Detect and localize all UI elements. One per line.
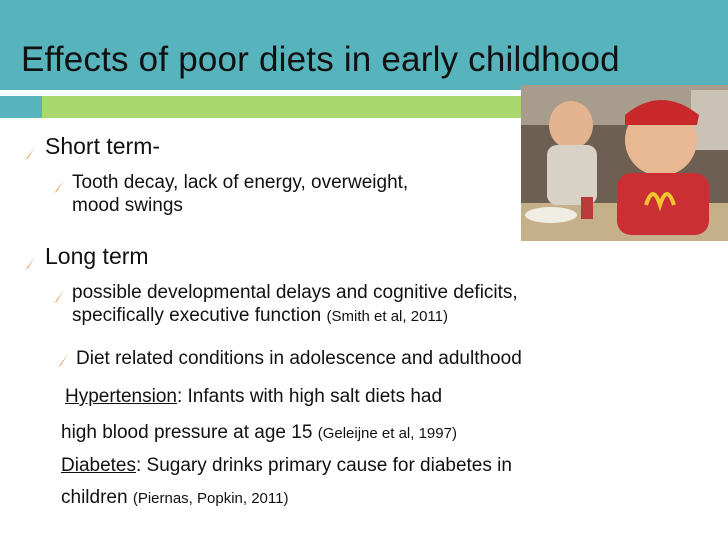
- hypertension-text2: high blood pressure at age 15: [61, 422, 313, 443]
- hypertension-label: Hypertension: [65, 386, 177, 407]
- diabetes-line2: children (Piernas, Popkin, 2011): [61, 486, 288, 510]
- bullet-icon: [54, 290, 64, 303]
- bullet-icon: [58, 354, 68, 367]
- bullet-icon: [54, 180, 64, 193]
- diabetes-text2: children: [61, 487, 128, 508]
- short-term-line1: Tooth decay, lack of energy, overweight,: [72, 172, 409, 193]
- short-term-item: Tooth decay, lack of energy, overweight,…: [72, 171, 408, 217]
- long-term-item-1: possible developmental delays and cognit…: [72, 281, 518, 328]
- long-term-line2: specifically executive function (Smith e…: [72, 304, 518, 328]
- children-eating-fast-food-icon: [521, 85, 728, 241]
- hypertension-line1: Hypertension: Infants with high salt die…: [65, 385, 442, 408]
- citation-smith: (Smith et al, 2011): [326, 308, 448, 325]
- citation-geleijne: (Geleijne et al, 1997): [317, 425, 457, 442]
- slide-title: Effects of poor diets in early childhood: [21, 40, 620, 79]
- hypertension-text: : Infants with high salt diets had: [176, 386, 443, 407]
- short-term-line2: mood swings: [72, 195, 183, 216]
- long-term-line2-text: specifically executive function: [72, 305, 322, 326]
- bullet-icon: [25, 257, 35, 270]
- hypertension-line2: high blood pressure at age 15 (Geleijne …: [61, 421, 457, 445]
- children-eating-photo: [521, 85, 728, 241]
- title-banner: [0, 0, 728, 90]
- long-term-item-2: Diet related conditions in adolescence a…: [76, 348, 522, 369]
- long-term-heading: Long term: [45, 243, 149, 269]
- short-term-heading: Short term-: [45, 133, 161, 159]
- diabetes-line1: Diabetes: Sugary drinks primary cause fo…: [61, 454, 512, 477]
- bullet-icon: [25, 147, 35, 160]
- diabetes-label: Diabetes: [61, 455, 136, 476]
- diabetes-text: : Sugary drinks primary cause for diabet…: [136, 455, 512, 476]
- long-term-line1: possible developmental delays and cognit…: [72, 282, 518, 303]
- citation-piernas: (Piernas, Popkin, 2011): [132, 490, 289, 507]
- accent-square: [0, 96, 42, 118]
